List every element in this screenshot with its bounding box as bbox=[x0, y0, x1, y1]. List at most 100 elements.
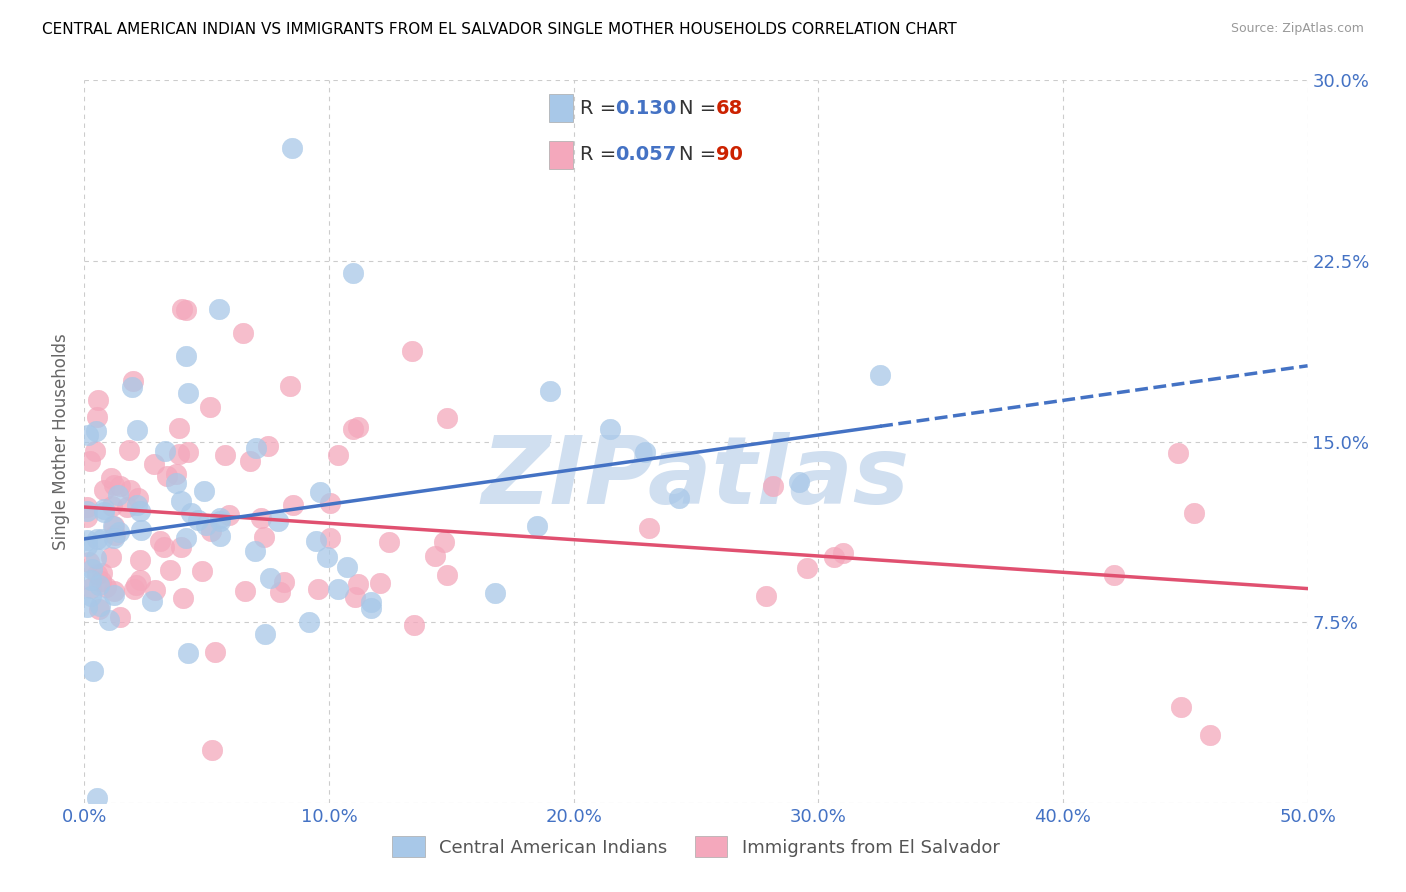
Point bbox=[191, 564, 214, 578]
Point bbox=[176, 532, 198, 546]
Point bbox=[84, 424, 107, 438]
Point bbox=[165, 476, 187, 491]
Point bbox=[298, 615, 321, 629]
Point bbox=[167, 421, 190, 435]
Point bbox=[86, 566, 108, 581]
Point bbox=[318, 531, 340, 545]
Point bbox=[103, 588, 125, 602]
Point bbox=[101, 519, 124, 533]
Point bbox=[143, 583, 166, 598]
Point bbox=[93, 501, 115, 516]
Point bbox=[233, 583, 256, 598]
Point bbox=[249, 510, 271, 524]
Point bbox=[254, 626, 277, 640]
Point bbox=[170, 494, 193, 508]
Point bbox=[76, 509, 98, 524]
Point bbox=[159, 563, 181, 577]
Legend: Central American Indians, Immigrants from El Salvador: Central American Indians, Immigrants fro… bbox=[384, 827, 1008, 866]
Point bbox=[1102, 567, 1125, 582]
Point bbox=[93, 483, 115, 498]
Point bbox=[259, 571, 281, 585]
Point bbox=[1167, 446, 1189, 460]
Point bbox=[787, 475, 810, 489]
Point bbox=[155, 444, 177, 458]
Point bbox=[344, 591, 367, 605]
Text: R =: R = bbox=[581, 99, 623, 118]
Y-axis label: Single Mother Households: Single Mother Households bbox=[52, 334, 70, 549]
Point bbox=[193, 483, 215, 498]
Point bbox=[599, 422, 621, 436]
Point bbox=[82, 665, 104, 679]
Point bbox=[239, 454, 262, 468]
Point bbox=[103, 478, 125, 492]
Point bbox=[832, 546, 855, 560]
Point bbox=[76, 539, 98, 553]
Point bbox=[208, 528, 231, 542]
Point bbox=[141, 594, 163, 608]
Point bbox=[86, 791, 108, 805]
Text: R =: R = bbox=[581, 145, 623, 164]
Point bbox=[103, 583, 125, 598]
Point bbox=[278, 379, 301, 393]
Point bbox=[142, 457, 165, 471]
Point bbox=[305, 533, 328, 548]
Point bbox=[79, 582, 101, 596]
Point bbox=[378, 535, 401, 549]
Point bbox=[273, 575, 295, 590]
Point bbox=[76, 533, 98, 547]
Point bbox=[100, 500, 122, 514]
Point bbox=[319, 496, 342, 510]
Point bbox=[245, 441, 267, 455]
Point bbox=[84, 551, 107, 566]
Point bbox=[89, 599, 111, 613]
Point bbox=[103, 519, 125, 533]
Text: 0.057: 0.057 bbox=[616, 145, 676, 164]
Point bbox=[172, 591, 194, 605]
Point bbox=[201, 743, 224, 757]
Point bbox=[342, 266, 364, 280]
Point bbox=[174, 349, 197, 363]
Point bbox=[194, 518, 217, 533]
Point bbox=[93, 505, 115, 519]
Point bbox=[281, 141, 304, 155]
Point bbox=[484, 585, 506, 599]
Point bbox=[257, 439, 280, 453]
Point bbox=[117, 442, 139, 457]
Point bbox=[127, 491, 149, 506]
Point bbox=[80, 573, 103, 587]
Point bbox=[107, 488, 129, 502]
Point bbox=[315, 549, 337, 564]
Point bbox=[124, 582, 146, 597]
Point bbox=[91, 566, 114, 581]
Point bbox=[1198, 728, 1220, 742]
Point bbox=[308, 485, 330, 500]
Point bbox=[125, 499, 148, 513]
Point bbox=[177, 386, 200, 401]
Point bbox=[125, 423, 148, 437]
Point bbox=[232, 326, 254, 340]
Point bbox=[79, 454, 101, 468]
Point bbox=[129, 523, 152, 537]
Point bbox=[869, 368, 891, 383]
Point bbox=[668, 491, 690, 505]
Point bbox=[208, 514, 231, 528]
Point bbox=[103, 531, 125, 545]
Point bbox=[283, 499, 305, 513]
Point bbox=[360, 600, 382, 615]
Point bbox=[755, 589, 778, 603]
Point bbox=[253, 530, 276, 544]
Point bbox=[174, 303, 197, 318]
Point bbox=[1170, 700, 1192, 714]
Point bbox=[87, 392, 110, 407]
Point bbox=[209, 511, 232, 525]
Point bbox=[89, 601, 111, 615]
Point bbox=[436, 410, 458, 425]
Point bbox=[86, 410, 108, 425]
Point bbox=[122, 374, 145, 388]
Point bbox=[796, 561, 818, 575]
Point bbox=[200, 524, 222, 538]
Point bbox=[167, 447, 190, 461]
Bar bbox=[550, 95, 572, 122]
Point bbox=[347, 419, 370, 434]
Text: 68: 68 bbox=[716, 99, 742, 118]
